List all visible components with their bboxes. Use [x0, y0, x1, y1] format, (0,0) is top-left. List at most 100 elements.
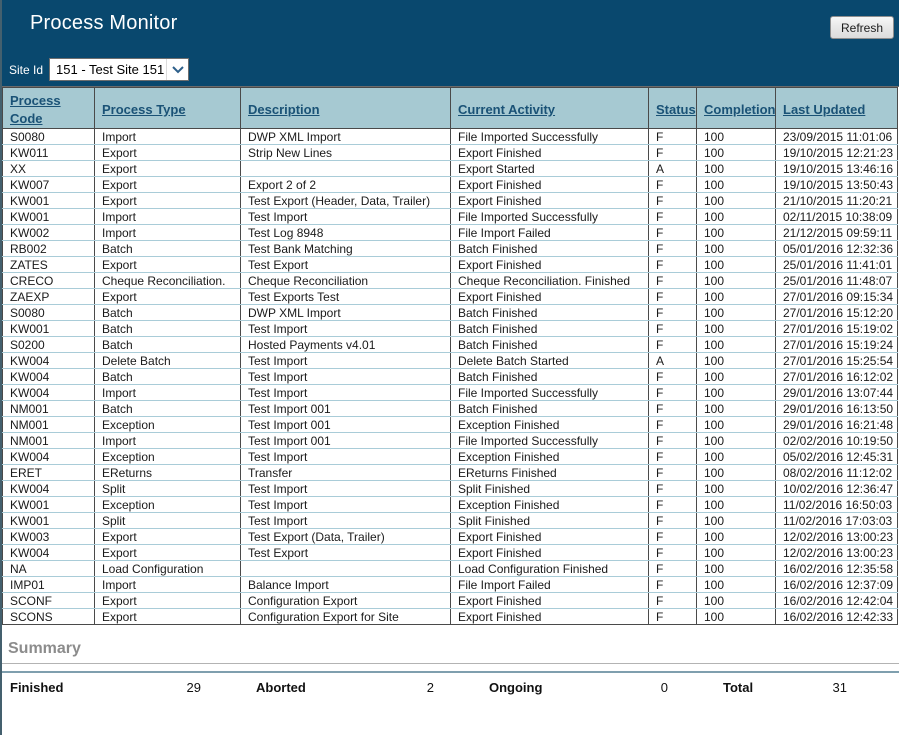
column-header-completion: Completion [696, 87, 776, 129]
table-cell: 16/02/2016 12:35:58 [775, 560, 898, 577]
table-cell: Strip New Lines [240, 144, 451, 161]
refresh-button[interactable]: Refresh [830, 16, 894, 39]
table-cell: Export Finished [450, 176, 649, 193]
summary-item: Total 31 [702, 673, 899, 695]
sort-link-last-updated[interactable]: Last Updated [783, 102, 866, 117]
sort-link-description[interactable]: Description [248, 102, 320, 117]
table-cell: ERET [2, 464, 95, 481]
table-cell: DWP XML Import [240, 304, 451, 321]
table-cell: Delete Batch Started [450, 352, 649, 369]
sort-link-current-activity[interactable]: Current Activity [458, 102, 556, 117]
table-cell: F [648, 144, 697, 161]
table-cell: Import [94, 224, 241, 241]
table-cell: Export Finished [450, 288, 649, 305]
table-cell: KW003 [2, 528, 95, 545]
table-cell: Split Finished [450, 480, 649, 497]
table-cell: 100 [696, 448, 776, 465]
table-cell: Test Export [240, 256, 451, 273]
table-cell: Batch Finished [450, 368, 649, 385]
table-cell: Test Export (Header, Data, Trailer) [240, 192, 451, 209]
table-cell: 19/10/2015 13:50:43 [775, 176, 898, 193]
table-cell: F [648, 400, 697, 417]
table-cell: Test Import [240, 480, 451, 497]
table-cell: F [648, 432, 697, 449]
sort-link-completion[interactable]: Completion [704, 102, 776, 117]
table-row: ZAEXP Export Test Exports Test Export Finis… [2, 288, 898, 305]
table-cell: Import [94, 576, 241, 593]
table-cell: KW001 [2, 208, 95, 225]
table-cell: 100 [696, 384, 776, 401]
site-id-dropdown[interactable]: 151 - Test Site 151 [49, 58, 190, 81]
table-cell: Export [94, 544, 241, 561]
table-cell: Export [94, 144, 241, 161]
table-cell: F [648, 384, 697, 401]
table-cell: F [648, 304, 697, 321]
table-cell: KW004 [2, 448, 95, 465]
table-cell: 25/01/2016 11:48:07 [775, 272, 898, 289]
process-table-body: S0080 Import DWP XML Import File Imported S… [2, 128, 898, 625]
table-cell: Cheque Reconciliation. Finished [450, 272, 649, 289]
table-row: KW007 Export Export 2 of 2 Export Finished F… [2, 176, 898, 193]
table-row: ERET EReturns Transfer EReturns Finished F 10… [2, 464, 898, 481]
table-cell: F [648, 288, 697, 305]
table-cell: Load Configuration [94, 560, 241, 577]
table-cell: Import [94, 128, 241, 145]
table-cell: 05/02/2016 12:45:31 [775, 448, 898, 465]
table-row: KW004 Delete Batch Test Import Delete Batch… [2, 352, 898, 369]
table-row: NM001 Batch Test Import 001 Batch Finished F… [2, 400, 898, 417]
dropdown-arrow-button[interactable] [166, 59, 189, 80]
table-row: ZATES Export Test Export Export Finished F 10… [2, 256, 898, 273]
table-cell: 100 [696, 576, 776, 593]
table-cell: RB002 [2, 240, 95, 257]
table-cell: Batch [94, 240, 241, 257]
table-cell: Test Export [240, 544, 451, 561]
table-cell: Test Exports Test [240, 288, 451, 305]
table-cell: NM001 [2, 432, 95, 449]
table-cell: Test Import 001 [240, 432, 451, 449]
table-cell: File Import Failed [450, 224, 649, 241]
table-cell: F [648, 336, 697, 353]
table-cell: Test Import [240, 320, 451, 337]
sort-link-process-code[interactable]: Process Code [10, 93, 61, 126]
table-cell: 100 [696, 496, 776, 513]
table-cell: F [648, 176, 697, 193]
table-cell: File Imported Successfully [450, 384, 649, 401]
summary-label: Finished [10, 680, 64, 695]
table-cell: KW004 [2, 480, 95, 497]
table-cell: CRECO [2, 272, 95, 289]
table-cell: File Imported Successfully [450, 432, 649, 449]
table-cell: 100 [696, 256, 776, 273]
table-cell: 100 [696, 192, 776, 209]
table-cell: F [648, 528, 697, 545]
table-cell: Test Export (Data, Trailer) [240, 528, 451, 545]
column-header-process-type: Process Type [94, 87, 241, 129]
summary-heading: Summary [2, 640, 899, 664]
sort-link-process-type[interactable]: Process Type [102, 102, 186, 117]
table-cell: F [648, 464, 697, 481]
table-cell: NM001 [2, 416, 95, 433]
table-cell [240, 560, 451, 577]
table-cell: 16/02/2016 12:37:09 [775, 576, 898, 593]
table-row: KW004 Batch Test Import Batch Finished F 100 2… [2, 368, 898, 385]
table-cell: Test Import [240, 384, 451, 401]
table-cell: 27/01/2016 09:15:34 [775, 288, 898, 305]
table-cell: Test Import [240, 368, 451, 385]
table-row: KW002 Import Test Log 8948 File Import Fail… [2, 224, 898, 241]
table-cell: F [648, 608, 697, 625]
table-cell: Export Finished [450, 192, 649, 209]
table-cell: Export Finished [450, 592, 649, 609]
table-cell: F [648, 224, 697, 241]
table-cell: F [648, 576, 697, 593]
table-row: NM001 Import Test Import 001 File Imported … [2, 432, 898, 449]
table-cell: Exception Finished [450, 496, 649, 513]
table-cell: NM001 [2, 400, 95, 417]
table-cell: Batch [94, 368, 241, 385]
table-row: KW001 Exception Test Import Exception Finis… [2, 496, 898, 513]
table-cell: Test Import [240, 352, 451, 369]
table-cell: 100 [696, 240, 776, 257]
column-header-status: Status [648, 87, 697, 129]
sort-link-status[interactable]: Status [656, 102, 696, 117]
table-cell: Export Finished [450, 256, 649, 273]
table-cell: F [648, 496, 697, 513]
site-id-row: Site Id 151 - Test Site 151 [9, 58, 190, 81]
